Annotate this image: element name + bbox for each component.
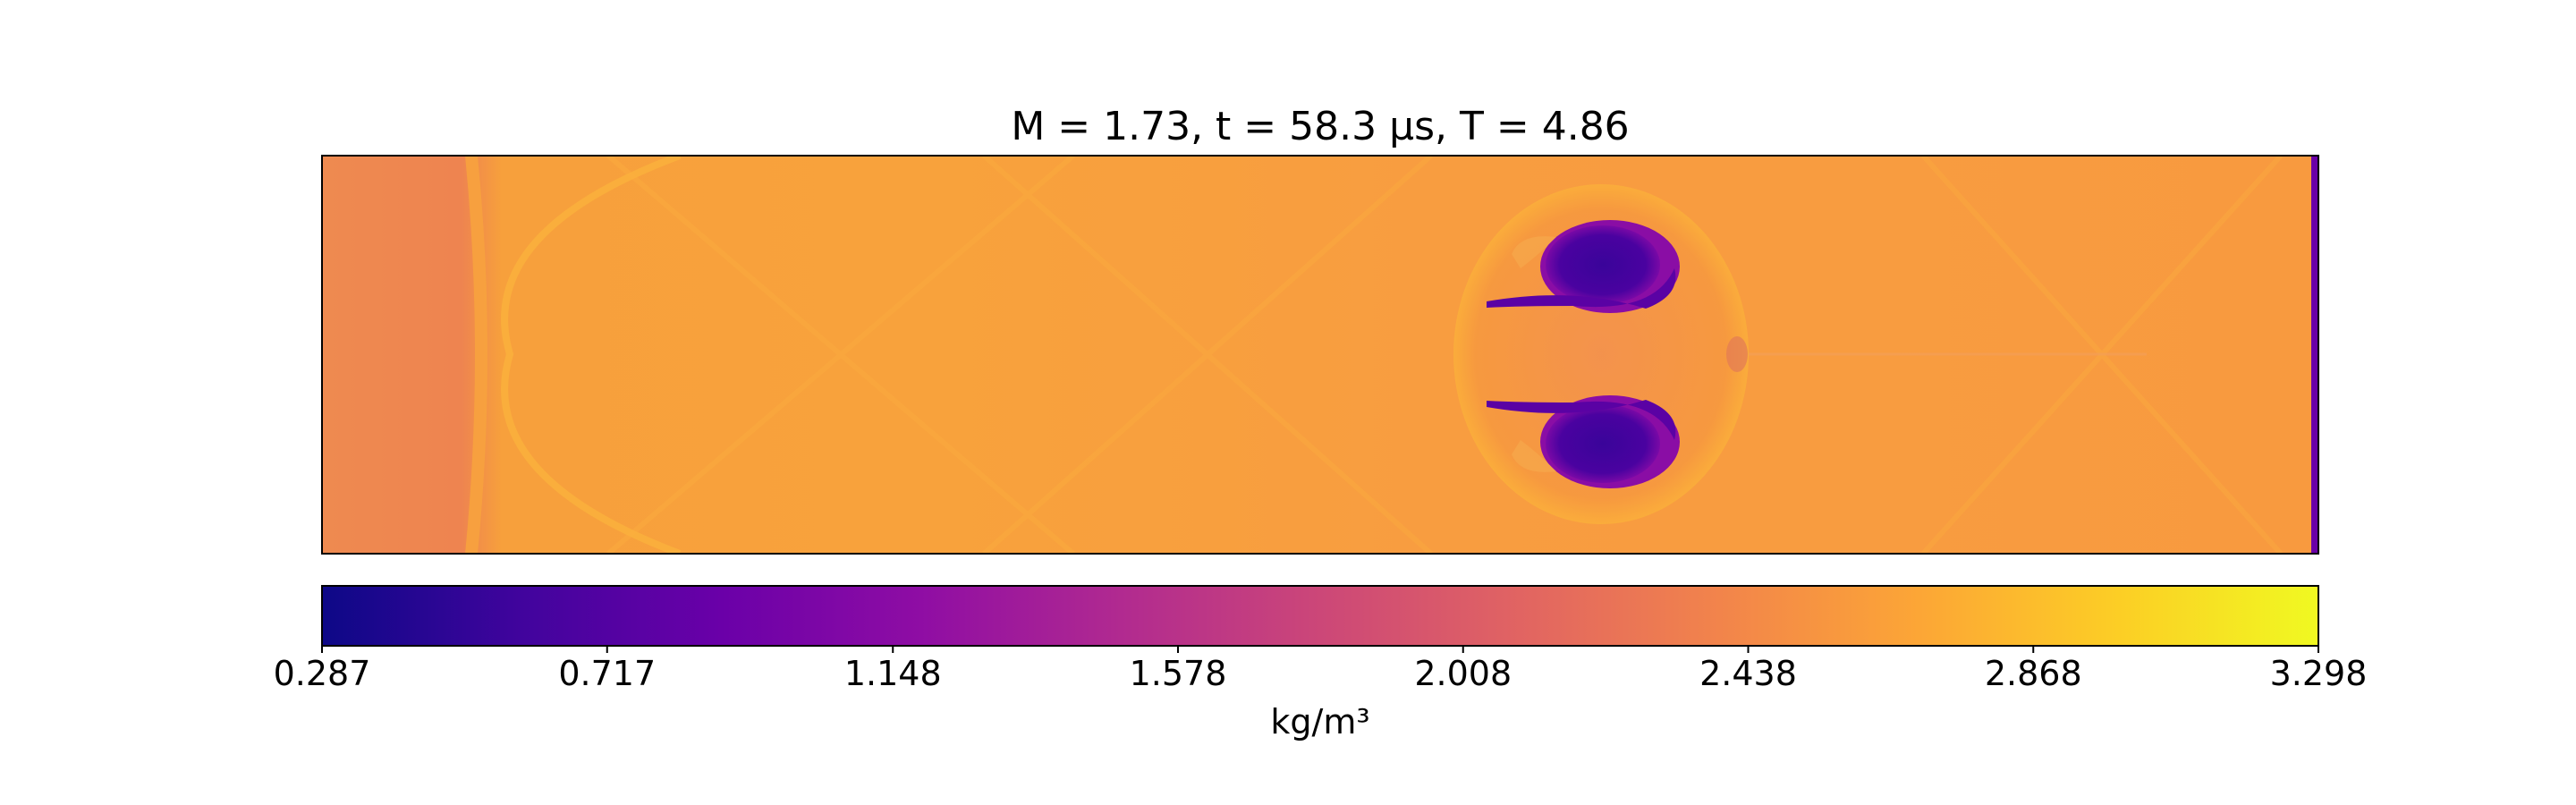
density-field (322, 156, 2318, 554)
shock-front (465, 156, 487, 554)
colorbar-tick-label: 2.008 (1414, 654, 1512, 693)
colorbar-tick-label: 1.578 (1130, 654, 1227, 693)
reflected-shock (501, 156, 682, 554)
lower-vortex-tail (1487, 400, 1676, 440)
chart-title: M = 1.73, t = 58.3 μs, T = 4.86 (1011, 104, 1629, 149)
right-boundary-strip (2311, 156, 2318, 554)
colorbar-tick-label: 0.717 (558, 654, 656, 693)
colorbar: 0.287 0.717 1.148 1.578 2.008 2.438 2.868 3.298… (274, 585, 2368, 741)
colorbar-tick-label: 0.287 (274, 654, 371, 693)
shock-lines (606, 156, 2284, 554)
lower-vortex-core (1546, 404, 1660, 483)
lower-vortex-wisp (1512, 440, 1556, 472)
colorbar-label: kg/m³ (1270, 702, 1369, 741)
colorbar-tick-label: 3.298 (2270, 654, 2368, 693)
upper-vortex-core (1546, 225, 1660, 304)
colorbar-ticks: 0.287 0.717 1.148 1.578 2.008 2.438 2.868 3.298 (274, 646, 2368, 693)
upper-vortex-wisp (1512, 236, 1556, 268)
colorbar-tick-label: 2.868 (1985, 654, 2082, 693)
upper-vortex-tail (1487, 268, 1676, 309)
colorbar-gradient (322, 586, 2318, 646)
plot-frame (321, 155, 2319, 555)
colorbar-tick-label: 2.438 (1699, 654, 1797, 693)
centerline-jet (1726, 336, 1748, 372)
colorbar-tick-label: 1.148 (844, 654, 942, 693)
colorbar-frame (321, 585, 2319, 647)
